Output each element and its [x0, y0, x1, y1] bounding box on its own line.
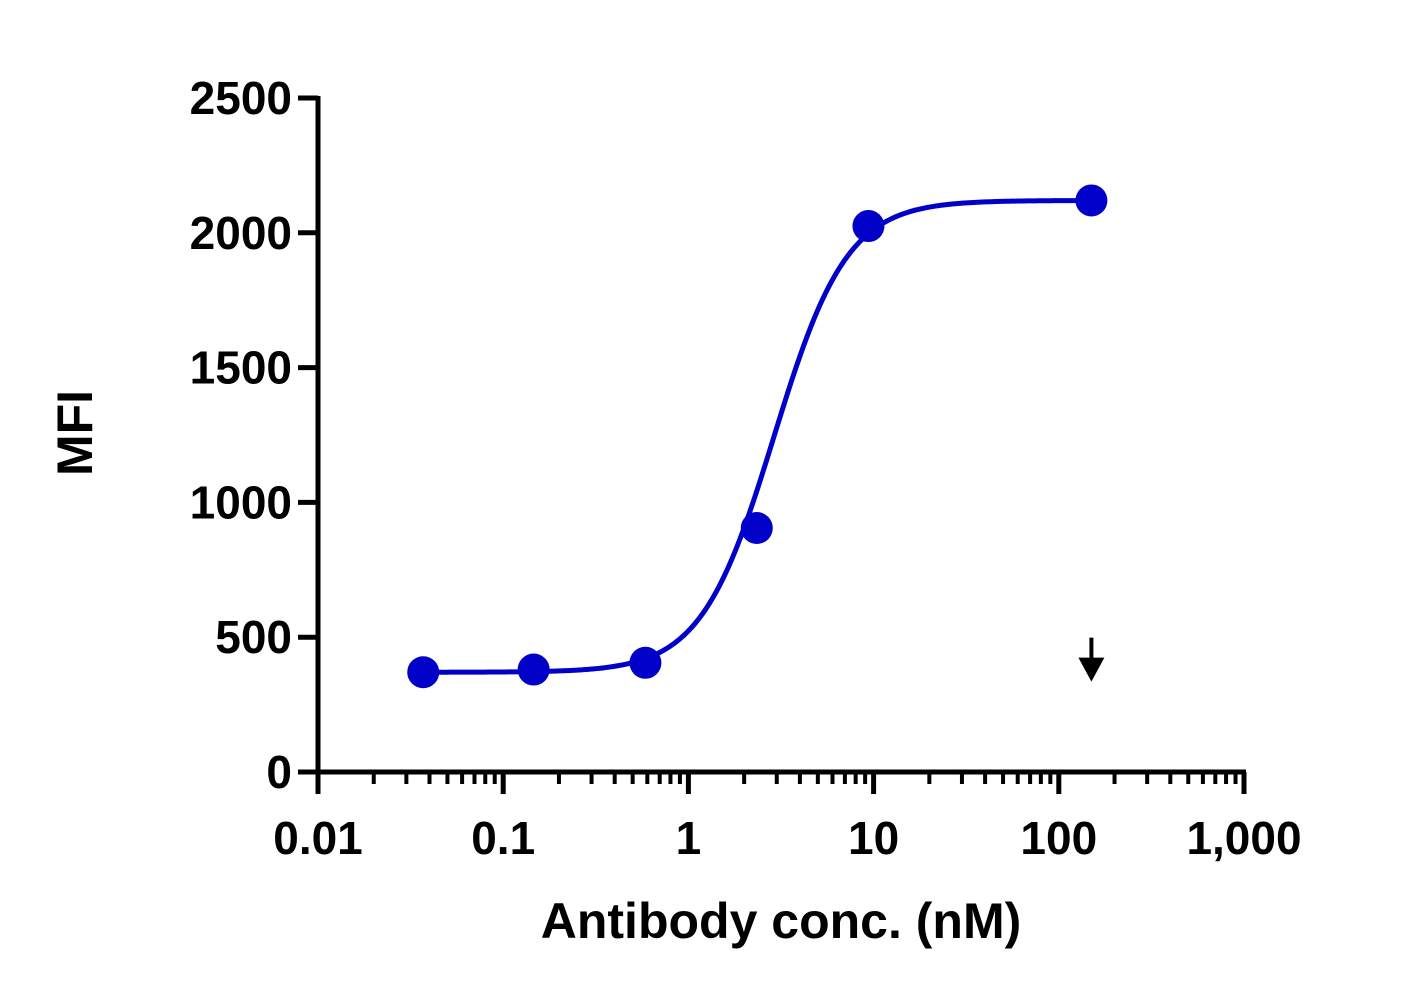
- data-point: [740, 512, 773, 545]
- arrow-head: [1078, 657, 1105, 682]
- down-arrow-icon: [1078, 637, 1105, 682]
- fit-curve: [423, 198, 1092, 675]
- ticks: [298, 95, 1247, 794]
- x-tick-label: 0.1: [471, 812, 535, 864]
- data-point: [1075, 184, 1108, 217]
- y-tick-label: 2500: [190, 72, 292, 124]
- y-axis-title: MFI: [47, 390, 103, 476]
- x-tick-label: 100: [1020, 812, 1097, 864]
- data-point: [517, 653, 550, 686]
- y-tick-label: 0: [266, 746, 292, 798]
- x-tick-label: 1,000: [1186, 812, 1301, 864]
- x-tick-label: 1: [676, 812, 702, 864]
- annotation-layer: [1078, 637, 1105, 682]
- x-tick-label: 10: [848, 812, 899, 864]
- data-point: [852, 210, 885, 243]
- x-axis-title: Antibody conc. (nM): [541, 893, 1022, 949]
- data-point: [629, 646, 662, 679]
- y-tick-label: 1500: [190, 342, 292, 394]
- axes: [315, 96, 1246, 775]
- y-tick-label: 1000: [190, 476, 292, 528]
- y-tick-label: 500: [215, 611, 292, 663]
- data-points-layer: [407, 184, 1108, 689]
- tick-labels: 0 500 1000 1500 2000 2500 0.01 0.1 1 10 100 1,000: [190, 72, 1302, 864]
- data-point: [407, 656, 440, 689]
- x-tick-label: 0.01: [273, 812, 363, 864]
- y-tick-label: 2000: [190, 207, 292, 259]
- fit-curve-layer: [423, 198, 1092, 675]
